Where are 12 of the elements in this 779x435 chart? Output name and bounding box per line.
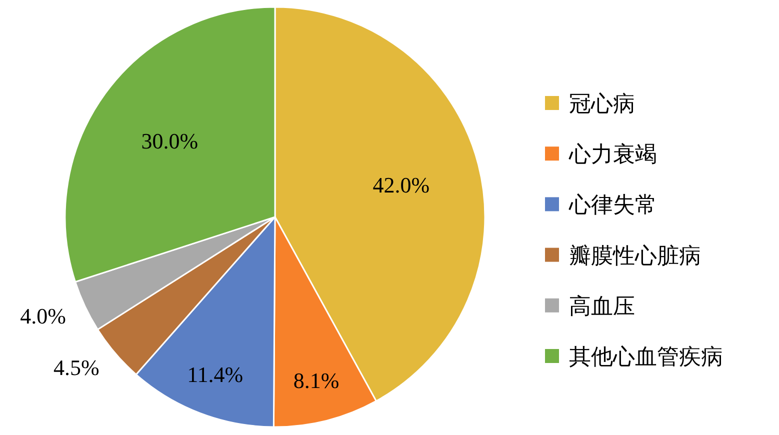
data-label: 4.5% [54,355,100,380]
data-label: 30.0% [141,128,198,154]
legend-label: 冠心病 [569,91,635,116]
legend-label: 心律失常 [568,192,657,218]
data-label: 11.4% [187,362,244,387]
data-label: 42.0% [372,172,430,198]
legend-label: 高血压 [569,293,635,318]
data-label: 8.1% [293,368,340,393]
legend-label: 其他心血管疾病 [569,344,723,369]
data-label: 4.0% [20,303,66,328]
legend-label: 瓣膜性心脏病 [569,242,701,268]
legend-label: 心力衰竭 [568,142,657,167]
